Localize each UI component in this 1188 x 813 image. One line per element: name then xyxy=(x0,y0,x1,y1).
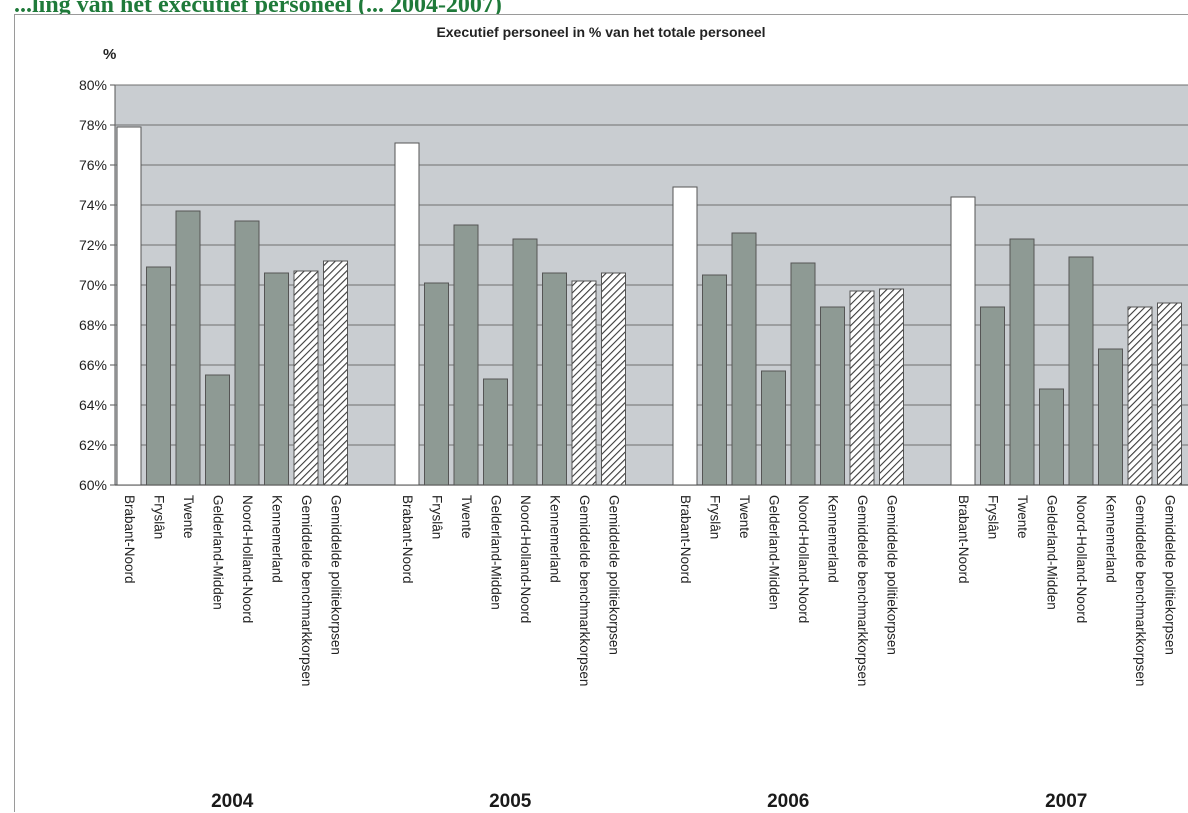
category-label: Fryslân xyxy=(986,495,1001,539)
bar-2004-7 xyxy=(323,260,348,486)
category-label: Gemiddelde politiekorpsen xyxy=(885,495,900,655)
category-label: Noord-Holland-Noord xyxy=(1074,495,1089,623)
bar-2006-5 xyxy=(820,306,845,486)
category-label: Noord-Holland-Noord xyxy=(796,495,811,623)
category-label: Gemiddelde politiekorpsen xyxy=(1163,495,1178,655)
year-label-2006: 2006 xyxy=(767,791,809,812)
bar-chart: Executief personeel in % van het totale … xyxy=(79,24,1188,812)
category-label: Brabant-Noord xyxy=(678,495,693,584)
year-labels: 2004 2005 2006 2007 xyxy=(211,791,1087,812)
y-tick-label: 62% xyxy=(79,437,107,453)
bar-2004-4 xyxy=(234,220,260,486)
category-label: Brabant-Noord xyxy=(122,495,137,584)
bar-2006-7 xyxy=(879,288,904,486)
bar-2006-4 xyxy=(790,262,816,486)
category-label: Gelderland-Midden xyxy=(767,495,782,610)
category-label: Fryslân xyxy=(430,495,445,539)
bar-2007-6 xyxy=(1127,306,1153,486)
bar-2004-3 xyxy=(205,374,230,486)
category-label: Gemiddelde benchmarkkorpsen xyxy=(299,495,314,686)
category-label: Twente xyxy=(1015,495,1030,539)
category-label: Twente xyxy=(737,495,752,539)
y-tick-label: 68% xyxy=(79,317,107,333)
category-label: Gemiddelde politiekorpsen xyxy=(329,495,344,655)
category-label: Fryslân xyxy=(152,495,167,539)
category-label: Kennemerland xyxy=(270,495,285,583)
bar-2005-5 xyxy=(542,272,567,486)
category-label: Noord-Holland-Noord xyxy=(518,495,533,623)
y-tick-label: 64% xyxy=(79,397,107,413)
bar-2005-4 xyxy=(512,238,538,486)
bar-2006-3 xyxy=(761,370,786,486)
category-label: Gelderland-Midden xyxy=(1045,495,1060,610)
category-label: Gemiddelde benchmarkkorpsen xyxy=(1133,495,1148,686)
chart-title: Executief personeel in % van het totale … xyxy=(436,24,765,40)
bar-2005-1 xyxy=(424,282,449,486)
y-tick-label: 78% xyxy=(79,117,107,133)
bar-2005-0 xyxy=(394,142,420,486)
bar-2005-3 xyxy=(483,378,508,486)
category-label: Kennemerland xyxy=(1104,495,1119,583)
y-tick-label: 74% xyxy=(79,197,107,213)
bar-2005-7 xyxy=(601,272,626,486)
y-tick-label: 80% xyxy=(79,77,107,93)
bar-2007-5 xyxy=(1098,348,1123,486)
y-tick-label: 70% xyxy=(79,277,107,293)
bar-2005-2 xyxy=(453,224,479,486)
bar-2007-3 xyxy=(1039,388,1064,486)
year-label-2004: 2004 xyxy=(211,791,254,812)
category-label: Gemiddelde benchmarkkorpsen xyxy=(577,495,592,686)
category-label: Gemiddelde politiekorpsen xyxy=(607,495,622,655)
category-label: Fryslân xyxy=(708,495,723,539)
category-label: Gelderland-Midden xyxy=(489,495,504,610)
category-label: Gelderland-Midden xyxy=(211,495,226,610)
y-tick-label: 60% xyxy=(79,477,107,493)
category-label: Gemiddelde benchmarkkorpsen xyxy=(855,495,870,686)
bar-2006-2 xyxy=(731,232,757,486)
y-tick-label: 76% xyxy=(79,157,107,173)
bar-2006-1 xyxy=(702,274,727,486)
category-labels: Brabant-Noord Fryslân Twente Gelderland-Mid… xyxy=(122,495,1178,686)
category-label: Twente xyxy=(459,495,474,539)
report-heading: ...ling van het executief personeel (...… xyxy=(14,0,502,18)
bars xyxy=(116,126,1182,486)
bar-2004-6 xyxy=(293,270,319,486)
bar-2007-4 xyxy=(1068,256,1094,486)
bar-2004-1 xyxy=(146,266,171,486)
category-label: Twente xyxy=(181,495,196,539)
year-label-2005: 2005 xyxy=(489,791,532,812)
bar-2004-2 xyxy=(175,210,201,486)
category-label: Brabant-Noord xyxy=(956,495,971,584)
chart-frame: Executief personeel in % van het totale … xyxy=(14,14,1188,812)
category-label: Kennemerland xyxy=(548,495,563,583)
bar-2006-0 xyxy=(672,186,698,486)
y-tick-label: 66% xyxy=(79,357,107,373)
bar-2004-5 xyxy=(264,272,289,486)
bar-2005-6 xyxy=(571,280,597,486)
year-label-2007: 2007 xyxy=(1045,791,1087,812)
category-label: Brabant-Noord xyxy=(400,495,415,584)
category-label: Noord-Holland-Noord xyxy=(240,495,255,623)
bar-2007-1 xyxy=(980,306,1005,486)
bar-2007-7 xyxy=(1157,302,1182,486)
y-axis-unit-label: % xyxy=(103,46,116,63)
bar-2004-0 xyxy=(116,126,142,486)
bar-2007-0 xyxy=(950,196,976,486)
bar-2006-6 xyxy=(849,290,875,486)
bar-2007-2 xyxy=(1009,238,1035,486)
y-tick-label: 72% xyxy=(79,237,107,253)
category-label: Kennemerland xyxy=(826,495,841,583)
